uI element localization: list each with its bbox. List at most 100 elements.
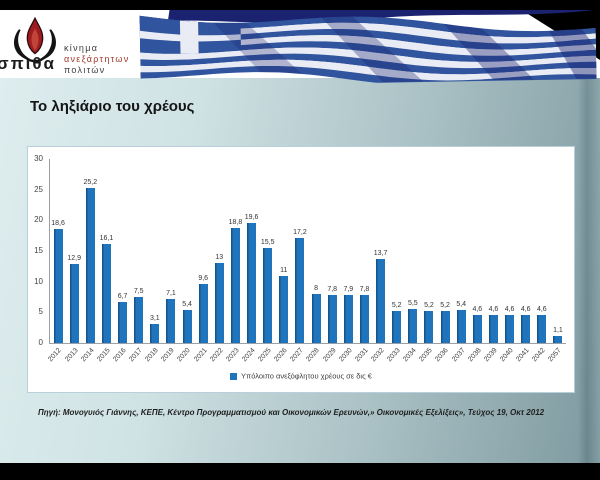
x-axis-label: 2057: [547, 347, 564, 364]
bar-slot: 3,1 2018: [144, 159, 163, 363]
x-axis-label: 2029: [321, 347, 338, 364]
y-axis-labels: 0 5 10 15 20 25 30: [28, 154, 46, 347]
bar-value-label: 4,6: [520, 306, 531, 313]
bar: [263, 248, 273, 343]
x-axis-label: 2024: [241, 347, 257, 364]
bar-value-label: 4,6: [472, 306, 483, 313]
bar: [118, 302, 128, 343]
bar-slot: 4,6 2042: [531, 159, 550, 363]
bar-slot: 12,9 2013: [64, 159, 82, 363]
legend-label: Υπόλοιπο ανεξόφλητου χρέους σε δις €: [241, 371, 372, 381]
x-axis-label: 2040: [499, 347, 515, 364]
header-band: σπιθα κίνημα ανεξάρτητων πολιτών: [0, 0, 600, 87]
bar: [488, 315, 498, 343]
flame-icon: [14, 16, 56, 63]
x-axis-label: 2038: [466, 347, 483, 364]
bar-slot: 7,8 2029: [322, 159, 340, 363]
bar: [134, 297, 144, 343]
y-tick-label: 20: [34, 215, 43, 225]
bar: [327, 295, 337, 343]
bar: [247, 223, 257, 343]
bar-value-label: 4,6: [504, 306, 515, 313]
source-citation: Πηγή: Μονογυιός Γιάννης, ΚΕΠΕ, Κέντρο Πρ…: [38, 408, 545, 417]
bar-slot: 25,2 2014: [80, 159, 98, 363]
bar: [101, 244, 111, 343]
logo-wordmark: σπιθα: [0, 54, 57, 73]
x-axis-label: 2027: [289, 347, 306, 364]
x-axis-label: 2041: [515, 347, 531, 364]
bar-value-label: 16,1: [99, 235, 114, 242]
bar: [521, 315, 531, 343]
bar: [359, 295, 369, 343]
bar-value-label: 1,1: [553, 327, 563, 334]
bar-slot: 7,8 2031: [354, 159, 372, 363]
bar-value-label: 17,2: [293, 229, 307, 236]
bar-value-label: 25,2: [83, 179, 98, 186]
chart-legend: Υπόλοιπο ανεξόφλητου χρέους σε δις €: [28, 371, 574, 381]
bar-value-label: 3,1: [149, 315, 160, 322]
bar: [343, 295, 353, 343]
bar-slot: 18,6 2012: [48, 159, 66, 363]
x-axis-label: 2014: [79, 347, 96, 364]
x-axis-label: 2013: [63, 347, 80, 364]
bar-slot: 1,1 2057: [548, 159, 566, 363]
x-axis-label: 2033: [386, 347, 402, 364]
bar-slot: 13,7 2032: [370, 159, 389, 363]
x-axis-label: 2032: [370, 347, 386, 364]
x-axis-label: 2035: [418, 347, 435, 364]
x-axis-label: 2017: [128, 347, 144, 364]
bar-slot: 13 2022: [209, 159, 227, 363]
bar: [85, 188, 95, 343]
plot-area: 18,6 2012 12,9 2013 25,2 2014 16,1 2015 6,7 2016 7…: [48, 159, 566, 363]
bar-slot: 7,5 2017: [128, 159, 147, 363]
y-tick-label: 30: [34, 154, 43, 163]
bar-value-label: 5,4: [182, 301, 192, 308]
bar-slot: 6,7 2016: [112, 159, 131, 363]
bar-value-label: 18,8: [228, 219, 243, 226]
bar-slot: 4,6 2039: [483, 159, 501, 363]
x-axis-label: 2031: [354, 347, 370, 364]
slide-title: Το ληξιάριο του χρέους: [30, 98, 195, 115]
bar-slot: 18,8 2023: [225, 159, 243, 363]
bar-slot: 4,6 2041: [515, 159, 534, 363]
org-line-1: κίνημα: [64, 43, 99, 53]
x-axis-label: 2034: [402, 347, 419, 364]
org-line-2: ανεξάρτητων: [64, 54, 130, 64]
bar-value-label: 5,2: [391, 302, 402, 309]
bar-value-label: 18,6: [51, 220, 65, 227]
bar-value-label: 13: [215, 254, 224, 261]
slide-body: Το ληξιάριο του χρέους 0 5 10 15 20 25 30 18,6…: [0, 78, 600, 463]
chart-panel: 0 5 10 15 20 25 30 18,6 2012 12,9 2013 25,2 2014 16,…: [27, 146, 575, 393]
bar: [150, 324, 160, 343]
bar-value-label: 7,5: [133, 288, 144, 295]
x-axis-label: 2020: [176, 347, 193, 364]
y-tick-label: 25: [34, 184, 43, 194]
greek-flag-image: [139, 1, 597, 87]
bar: [424, 311, 434, 343]
bar-slot: 11 2026: [273, 159, 292, 363]
x-axis-label: 2030: [337, 347, 354, 364]
bar-value-label: 7,1: [166, 290, 176, 297]
bar-slot: 5,2 2035: [419, 159, 437, 363]
bar: [392, 311, 402, 343]
x-axis-label: 2018: [144, 347, 161, 364]
bar: [166, 299, 176, 343]
bar: [408, 309, 418, 343]
bar: [553, 336, 563, 343]
bar: [505, 315, 515, 343]
bar-value-label: 15,5: [260, 239, 275, 246]
bar-slot: 5,4 2037: [451, 159, 469, 363]
bar: [456, 310, 466, 343]
bar: [230, 228, 240, 343]
bar-slot: 4,6 2038: [467, 159, 485, 363]
y-tick-label: 15: [34, 246, 43, 255]
x-axis-label: 2039: [483, 347, 499, 364]
bar-value-label: 7,9: [343, 286, 354, 293]
x-axis-label: 2042: [531, 347, 548, 364]
bar-value-label: 13,7: [373, 250, 388, 257]
bottom-frame-bar: [0, 463, 600, 480]
logo: σπιθα: [0, 10, 130, 78]
bar-slot: 5,2 2033: [386, 159, 405, 363]
bar: [214, 263, 224, 343]
